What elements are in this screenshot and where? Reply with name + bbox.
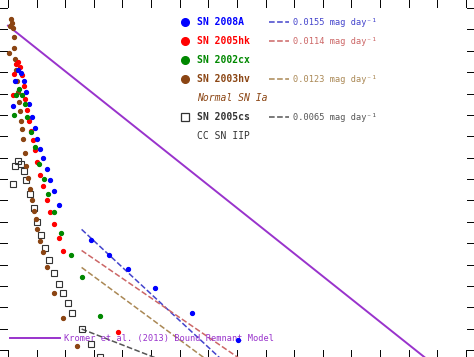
Text: 0.0065 mag day⁻¹: 0.0065 mag day⁻¹	[293, 112, 377, 121]
Text: SN 2002cx: SN 2002cx	[197, 55, 250, 65]
Text: 0.0123 mag day⁻¹: 0.0123 mag day⁻¹	[293, 75, 377, 84]
Text: SN 2008A: SN 2008A	[197, 17, 244, 27]
Text: SN 2005hk: SN 2005hk	[197, 36, 250, 46]
Text: 0.0155 mag day⁻¹: 0.0155 mag day⁻¹	[293, 17, 377, 26]
Text: Normal SN Ia: Normal SN Ia	[197, 93, 267, 103]
Text: SN 2003hv: SN 2003hv	[197, 74, 250, 84]
Text: Kromer et al. (2013) Bound Remnant Model: Kromer et al. (2013) Bound Remnant Model	[64, 333, 274, 342]
Text: CC SN IIP: CC SN IIP	[197, 131, 250, 141]
Text: SN 2005cs: SN 2005cs	[197, 112, 250, 122]
Text: 0.0114 mag day⁻¹: 0.0114 mag day⁻¹	[293, 36, 377, 45]
